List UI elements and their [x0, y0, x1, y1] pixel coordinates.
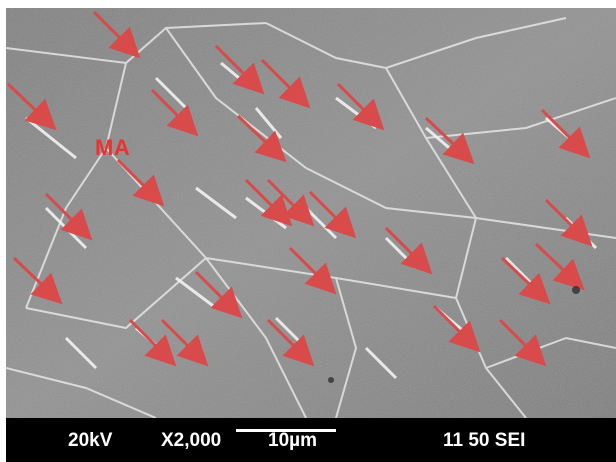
- accelerating-voltage: 20kV: [68, 430, 113, 451]
- magnification: X2,000: [161, 430, 222, 451]
- sem-data-bar: 20kV X2,000 10µm 11 50 SEI: [6, 418, 616, 462]
- ma-annotation-label: MA: [95, 135, 131, 160]
- ma-arrows: [6, 10, 593, 367]
- image-code: 11 50 SEI: [443, 430, 526, 451]
- scale-bar: [236, 429, 336, 432]
- sem-micrograph: MA: [6, 8, 616, 418]
- scale-bar-label: 10µm: [268, 430, 317, 451]
- micrograph-texture: [6, 8, 616, 418]
